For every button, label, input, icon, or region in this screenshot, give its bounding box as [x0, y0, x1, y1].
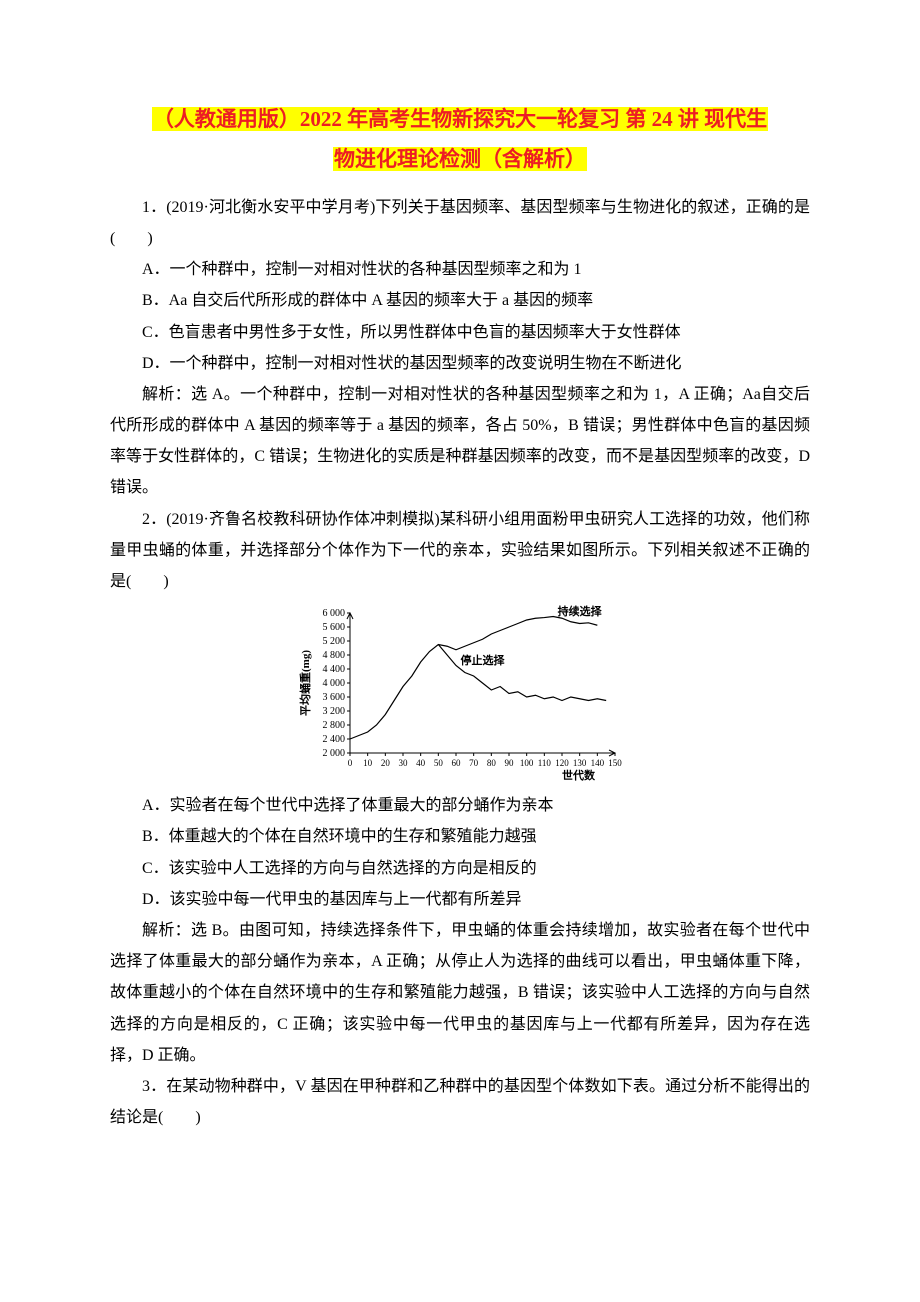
q1-option-a: A．一个种群中，控制一对相对性状的各种基因型频率之和为 1 [110, 254, 810, 285]
svg-text:10: 10 [363, 758, 373, 768]
title-block: （人教通用版）2022 年高考生物新探究大一轮复习 第 24 讲 现代生 物进化… [110, 100, 810, 180]
svg-text:100: 100 [520, 758, 534, 768]
svg-text:150: 150 [608, 758, 622, 768]
svg-text:130: 130 [573, 758, 587, 768]
svg-text:120: 120 [555, 758, 569, 768]
q1-stem: 1．(2019·河北衡水安平中学月考)下列关于基因频率、基因型频率与生物进化的叙… [110, 192, 810, 254]
svg-text:30: 30 [399, 758, 409, 768]
svg-text:3 600: 3 600 [323, 692, 346, 703]
svg-text:4 400: 4 400 [323, 664, 346, 675]
q2-option-d: D．该实验中每一代甲虫的基因库与上一代都有所差异 [110, 884, 810, 915]
document-page: （人教通用版）2022 年高考生物新探究大一轮复习 第 24 讲 现代生 物进化… [0, 0, 920, 1302]
svg-text:世代数: 世代数 [562, 768, 596, 781]
q2-option-b: B．体重越大的个体在自然环境中的生存和繁殖能力越强 [110, 821, 810, 852]
svg-text:4 800: 4 800 [323, 650, 346, 661]
svg-text:2 000: 2 000 [323, 748, 346, 759]
q1-option-c: C．色盲患者中男性多于女性，所以男性群体中色盲的基因频率大于女性群体 [110, 317, 810, 348]
q1-option-d: D．一个种群中，控制一对相对性状的基因型频率的改变说明生物在不断进化 [110, 348, 810, 379]
q2-option-c: C．该实验中人工选择的方向与自然选择的方向是相反的 [110, 853, 810, 884]
svg-text:0: 0 [348, 758, 353, 768]
svg-text:2 800: 2 800 [323, 720, 346, 731]
q2-chart: 2 000 2 400 2 800 3 200 3 600 4 000 4 400 4 800… [110, 601, 810, 786]
svg-text:平均蛹重(mg): 平均蛹重(mg) [298, 650, 312, 716]
svg-text:80: 80 [487, 758, 497, 768]
svg-text:3 200: 3 200 [323, 706, 346, 717]
svg-text:持续选择: 持续选择 [558, 604, 603, 618]
svg-text:5 200: 5 200 [323, 636, 346, 647]
svg-text:6 000: 6 000 [323, 608, 346, 619]
svg-text:40: 40 [416, 758, 426, 768]
svg-text:140: 140 [591, 758, 605, 768]
q2-explanation: 解析：选 B。由图可知，持续选择条件下，甲虫蛹的体重会持续增加，故实验者在每个世… [110, 915, 810, 1071]
q2-stem: 2．(2019·齐鲁名校教科研协作体冲刺模拟)某科研小组用面粉甲虫研究人工选择的… [110, 504, 810, 598]
svg-text:60: 60 [452, 758, 462, 768]
svg-text:2 400: 2 400 [323, 734, 346, 745]
q1-option-b: B．Aa 自交后代所形成的群体中 A 基因的频率大于 a 基因的频率 [110, 285, 810, 316]
document-title-line1: （人教通用版）2022 年高考生物新探究大一轮复习 第 24 讲 现代生 [152, 107, 768, 131]
svg-text:90: 90 [505, 758, 515, 768]
q1-explanation: 解析：选 A。一个种群中，控制一对相对性状的各种基因型频率之和为 1，A 正确；… [110, 379, 810, 504]
line-chart-svg: 2 000 2 400 2 800 3 200 3 600 4 000 4 400 4 800… [295, 601, 625, 781]
svg-text:4 000: 4 000 [323, 678, 346, 689]
q2-option-a: A．实验者在每个世代中选择了体重最大的部分蛹作为亲本 [110, 790, 810, 821]
document-title-line2: 物进化理论检测（含解析） [333, 147, 587, 171]
svg-text:110: 110 [538, 758, 552, 768]
svg-text:70: 70 [469, 758, 479, 768]
svg-text:20: 20 [381, 758, 391, 768]
svg-text:5 600: 5 600 [323, 622, 346, 633]
q3-stem: 3．在某动物种群中，V 基因在甲种群和乙种群中的基因型个体数如下表。通过分析不能… [110, 1071, 810, 1133]
svg-text:停止选择: 停止选择 [461, 653, 506, 667]
svg-text:50: 50 [434, 758, 444, 768]
